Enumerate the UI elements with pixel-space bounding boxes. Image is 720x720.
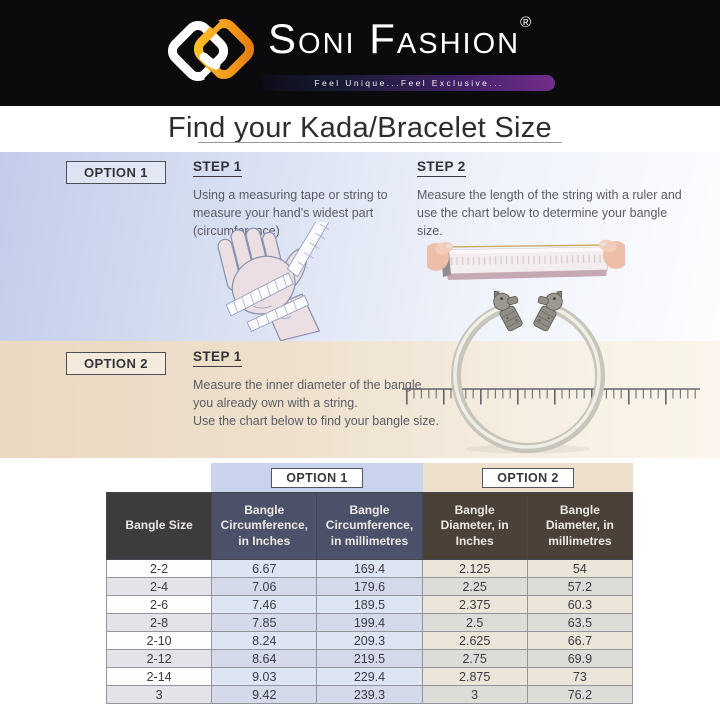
kada-bangle-ruler-icon: [402, 290, 700, 454]
header-bangle-size: Bangle Size: [105, 492, 213, 560]
table-cell: 7.06: [211, 577, 318, 596]
table-cell: 8.24: [211, 631, 318, 650]
table-cell: 2.375: [421, 595, 528, 614]
table-cell: 6.67: [211, 559, 318, 578]
brand-header: Soni Fashion® Feel Unique...Feel Exclusi…: [0, 0, 720, 106]
table-row: 2-12 8.64 219.5 2.75 69.9: [105, 649, 634, 668]
option1-step1: STEP 1 Using a measuring tape or string …: [193, 158, 415, 240]
table-cell: 8.64: [211, 649, 318, 668]
table-cell: 209.3: [316, 631, 423, 650]
table-cell: 2-4: [105, 577, 213, 596]
hand-measuring-tape-icon: [217, 222, 330, 342]
title-band: Find your Kada/Bracelet Size: [0, 106, 720, 152]
size-table-head: Bangle Size Bangle Circumference, in Inc…: [105, 492, 634, 560]
option2-step1: STEP 1 Measure the inner diameter of the…: [193, 348, 443, 430]
table-option1-band: OPTION 1: [211, 463, 423, 492]
table-cell: 2-6: [105, 595, 213, 614]
option2-step1-text-line1: Measure the inner diameter of the bangle…: [193, 378, 422, 411]
table-cell: 2-12: [105, 649, 213, 668]
table-cell: 60.3: [526, 595, 634, 614]
size-table-body: 2-2 6.67 169.4 2.125 54 2-4 7.06 179.6 2.25 57.2 2…: [105, 559, 634, 704]
table-cell: 9.03: [211, 667, 318, 686]
option1-step1-text: Using a measuring tape or string to meas…: [193, 188, 388, 238]
header-row: Bangle Size Bangle Circumference, in Inc…: [105, 492, 634, 560]
table-cell: 239.3: [316, 685, 423, 704]
registered-mark-icon: ®: [520, 14, 532, 31]
table-cell: 2-2: [105, 559, 213, 578]
table-cell: 7.46: [211, 595, 318, 614]
table-cell: 63.5: [526, 613, 634, 632]
table-cell: 169.4: [316, 559, 423, 578]
page-title: Find your Kada/Bracelet Size: [168, 112, 552, 144]
table-cell: 3: [421, 685, 528, 704]
table-cell: 189.5: [316, 595, 423, 614]
table-cell: 2.5: [421, 613, 528, 632]
table-row: 2-4 7.06 179.6 2.25 57.2: [105, 577, 634, 596]
table-cell: 66.7: [526, 631, 634, 650]
table-option1-tag: OPTION 1: [271, 467, 363, 488]
option2-step1-text-line2: Use the chart below to find your bangle …: [193, 414, 439, 429]
option2-tag: OPTION 2: [66, 352, 166, 375]
option1-step2: STEP 2 Measure the length of the string …: [417, 158, 695, 240]
table-cell: 73: [526, 667, 634, 686]
table-cell: 2-10: [105, 631, 213, 650]
brand-tagline-bar: Feel Unique...Feel Exclusive...: [263, 75, 555, 91]
table-cell: 57.2: [526, 577, 634, 596]
option1-step2-heading: STEP 2: [417, 159, 466, 177]
table-row: 2-14 9.03 229.4 2.875 73: [105, 667, 634, 686]
table-row: 2-2 6.67 169.4 2.125 54: [105, 559, 634, 578]
table-cell: 229.4: [316, 667, 423, 686]
table-cell: 2-8: [105, 613, 213, 632]
table-cell: 7.85: [211, 613, 318, 632]
table-cell: 2-14: [105, 667, 213, 686]
header-circumference-inches: Bangle Circumference, in Inches: [211, 492, 318, 560]
option1-step2-text: Measure the length of the string with a …: [417, 188, 682, 239]
table-row: 2-6 7.46 189.5 2.375 60.3: [105, 595, 634, 614]
table-cell: 2.625: [421, 631, 528, 650]
table-row: 2-8 7.85 199.4 2.5 63.5: [105, 613, 634, 632]
option2-step1-heading: STEP 1: [193, 349, 242, 367]
table-cell: 3: [105, 685, 213, 704]
header-diameter-inches: Bangle Diameter, in Inches: [421, 492, 528, 560]
table-cell: 76.2: [526, 685, 634, 704]
table-cell: 2.25: [421, 577, 528, 596]
string-ruler-photo-icon: [427, 239, 625, 280]
table-row: 2-10 8.24 209.3 2.625 66.7: [105, 631, 634, 650]
table-cell: 9.42: [211, 685, 318, 704]
header-diameter-mm: Bangle Diameter, in millimetres: [526, 492, 634, 560]
header-circumference-mm: Bangle Circumference, in millimetres: [316, 492, 423, 560]
brand-tagline: Feel Unique...Feel Exclusive...: [314, 78, 504, 88]
table-cell: 219.5: [316, 649, 423, 668]
table-row: 3 9.42 239.3 3 76.2: [105, 685, 634, 704]
soni-fashion-logo-icon: [167, 13, 255, 87]
brand-name: Soni Fashion®: [268, 14, 532, 62]
table-cell: 2.75: [421, 649, 528, 668]
table-cell: 54: [526, 559, 634, 578]
option1-section: OPTION 1 STEP 1 Using a measuring tape o…: [0, 152, 720, 341]
bangle-size-table: Bangle Size Bangle Circumference, in Inc…: [105, 492, 634, 704]
table-option2-tag: OPTION 2: [482, 467, 574, 488]
title-underline: [198, 142, 562, 143]
option1-tag: OPTION 1: [66, 161, 166, 184]
table-cell: 199.4: [316, 613, 423, 632]
option1-step1-heading: STEP 1: [193, 159, 242, 177]
table-cell: 2.125: [421, 559, 528, 578]
table-cell: 179.6: [316, 577, 423, 596]
table-option2-band: OPTION 2: [423, 463, 633, 492]
table-cell: 2.875: [421, 667, 528, 686]
table-cell: 69.9: [526, 649, 634, 668]
